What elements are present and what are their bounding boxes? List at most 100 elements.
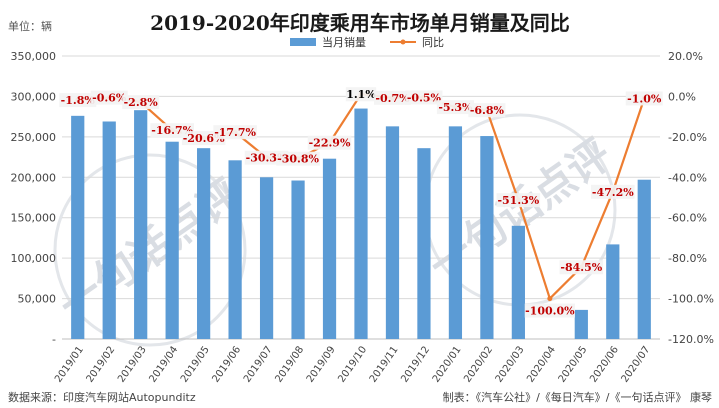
x-tick-label: 2020/02 xyxy=(462,344,495,384)
bar-2020/05 xyxy=(574,309,588,339)
watermark-ring xyxy=(53,153,247,347)
data-label-text: -0.6% xyxy=(92,92,127,105)
y-left-tick-label: 350,000 xyxy=(11,50,57,63)
legend-label-line: 同比 xyxy=(422,36,444,49)
y-right-tick-label: -100.0% xyxy=(668,293,714,306)
legend-swatch-bars xyxy=(290,38,316,46)
data-label-text: -2.8% xyxy=(124,96,159,109)
x-tick-label: 2019/02 xyxy=(85,344,118,384)
data-label-bg xyxy=(90,90,128,105)
data-label-text: -30.8% xyxy=(277,153,319,166)
data-label-text: -51.3% xyxy=(497,194,539,207)
data-label-2019/09: -22.9% xyxy=(307,135,352,150)
data-label-bg xyxy=(496,193,541,208)
x-axis: 2019/012019/022019/032019/042019/052019/… xyxy=(53,344,652,384)
x-tick-label: 2019/11 xyxy=(368,344,401,384)
yoy-point-2020/04 xyxy=(547,296,553,302)
y-right-tick-label: 20.0% xyxy=(668,50,703,63)
bar-2019/02 xyxy=(102,121,116,339)
bar-2020/02 xyxy=(480,136,494,339)
data-label-2019/01: -1.8% xyxy=(59,93,97,108)
x-tick-label: 2019/08 xyxy=(273,344,306,384)
bar-series xyxy=(71,108,651,340)
data-label-bg xyxy=(468,103,506,118)
data-label-2019/11: -0.7% xyxy=(373,90,411,105)
y-right-tick-label: -40.0% xyxy=(668,171,707,184)
bar-2019/08 xyxy=(291,180,305,339)
x-tick-label: 2020/06 xyxy=(588,344,621,384)
data-label-2020/04: -100.0% xyxy=(524,303,575,318)
data-label-text: -1.8% xyxy=(61,94,96,107)
x-tick-label: 2019/04 xyxy=(148,344,181,384)
x-tick-label: 2019/10 xyxy=(336,344,369,384)
data-label-bg xyxy=(590,184,635,199)
x-tick-label: 2020/04 xyxy=(525,344,558,384)
y-left-tick-label: - xyxy=(52,333,56,346)
bar-2019/01 xyxy=(71,115,85,339)
data-label-text: -0.7% xyxy=(375,92,410,105)
y-right-tick-label: -80.0% xyxy=(668,252,707,265)
bar-2019/07 xyxy=(259,177,274,339)
bar-2020/01 xyxy=(448,126,463,340)
unit-label: 单位：辆 xyxy=(8,19,52,33)
data-label-2020/05: -84.5% xyxy=(559,260,604,275)
data-label-text: -47.2% xyxy=(592,186,634,199)
data-label-2020/01: -5.3% xyxy=(436,100,474,115)
data-label-2020/07: -1.0% xyxy=(625,91,663,106)
data-label-bg xyxy=(345,87,377,102)
y-left-tick-label: 50,000 xyxy=(18,293,57,306)
legend-label-bars: 当月销量 xyxy=(322,35,366,49)
bar-2019/06 xyxy=(228,160,242,339)
x-tick-label: 2019/06 xyxy=(210,344,243,384)
data-label-2019/12: -0.5% xyxy=(405,90,443,105)
bar-2020/03 xyxy=(511,225,525,339)
data-label-text: -5.3% xyxy=(438,101,473,114)
y-left-tick-label: 200,000 xyxy=(11,171,57,184)
bar-2019/03 xyxy=(134,110,148,339)
x-tick-label: 2020/03 xyxy=(494,344,527,384)
y-right-tick-label: -120.0% xyxy=(668,333,714,346)
data-label-text: -6.8% xyxy=(470,104,505,117)
data-label-2019/10: 1.1% xyxy=(345,87,377,102)
bar-2019/04 xyxy=(165,141,179,339)
data-label-bg xyxy=(307,135,352,150)
x-tick-label: 2019/03 xyxy=(116,344,149,384)
data-label-2020/02: -6.8% xyxy=(468,103,506,118)
y-axis-right: -120.0% -100.0% -80.0% -60.0% -40.0% -20.0% 0.… xyxy=(668,50,714,346)
data-label-2019/08: -30.8% xyxy=(276,151,320,166)
bar-2019/10 xyxy=(354,108,368,339)
y-right-tick-label: -20.0% xyxy=(668,131,707,144)
data-label-2020/03: -51.3% xyxy=(496,193,541,208)
y-axis-left: - 50,000 100,000 150,000 200,000 250,000 300,0… xyxy=(11,50,57,346)
bar-2020/06 xyxy=(606,244,620,339)
y-right-tick-label: 0.0% xyxy=(668,90,696,103)
bar-2019/09 xyxy=(322,158,337,339)
x-tick-label: 2019/12 xyxy=(399,344,432,384)
data-label-2019/02: -0.6% xyxy=(90,90,128,105)
bar-2019/05 xyxy=(197,148,211,339)
chart-title: 2019-2020年印度乘用车市场单月销量及同比 xyxy=(150,11,570,35)
data-labels: -1.8%-0.6%-2.8%-16.7%-20.6%-17.7%-30.3%-… xyxy=(59,87,663,318)
data-label-bg xyxy=(625,91,663,106)
y-right-tick-label: -60.0% xyxy=(668,212,707,225)
legend: 当月销量 同比 xyxy=(290,35,444,49)
x-tick-label: 2020/01 xyxy=(431,344,464,384)
legend-marker-line xyxy=(400,39,406,45)
data-label-bg xyxy=(122,95,160,110)
y-left-tick-label: 150,000 xyxy=(11,212,57,225)
data-label-bg xyxy=(524,303,575,318)
x-tick-label: 2020/07 xyxy=(620,344,653,384)
bar-2019/12 xyxy=(417,148,431,339)
data-label-bg xyxy=(59,93,97,108)
x-tick-label: 2020/05 xyxy=(557,344,590,384)
data-label-2019/06: -17.7% xyxy=(213,125,257,140)
source-note: 数据来源：印度汽车网站Autopunditz xyxy=(8,390,196,404)
data-label-2020/06: -47.2% xyxy=(590,184,635,199)
data-label-bg xyxy=(373,90,411,105)
y-left-tick-label: 100,000 xyxy=(11,252,57,265)
x-tick-label: 2019/09 xyxy=(305,344,338,384)
y-left-tick-label: 300,000 xyxy=(11,90,57,103)
data-label-bg xyxy=(559,260,604,275)
data-label-2019/03: -2.8% xyxy=(122,95,160,110)
